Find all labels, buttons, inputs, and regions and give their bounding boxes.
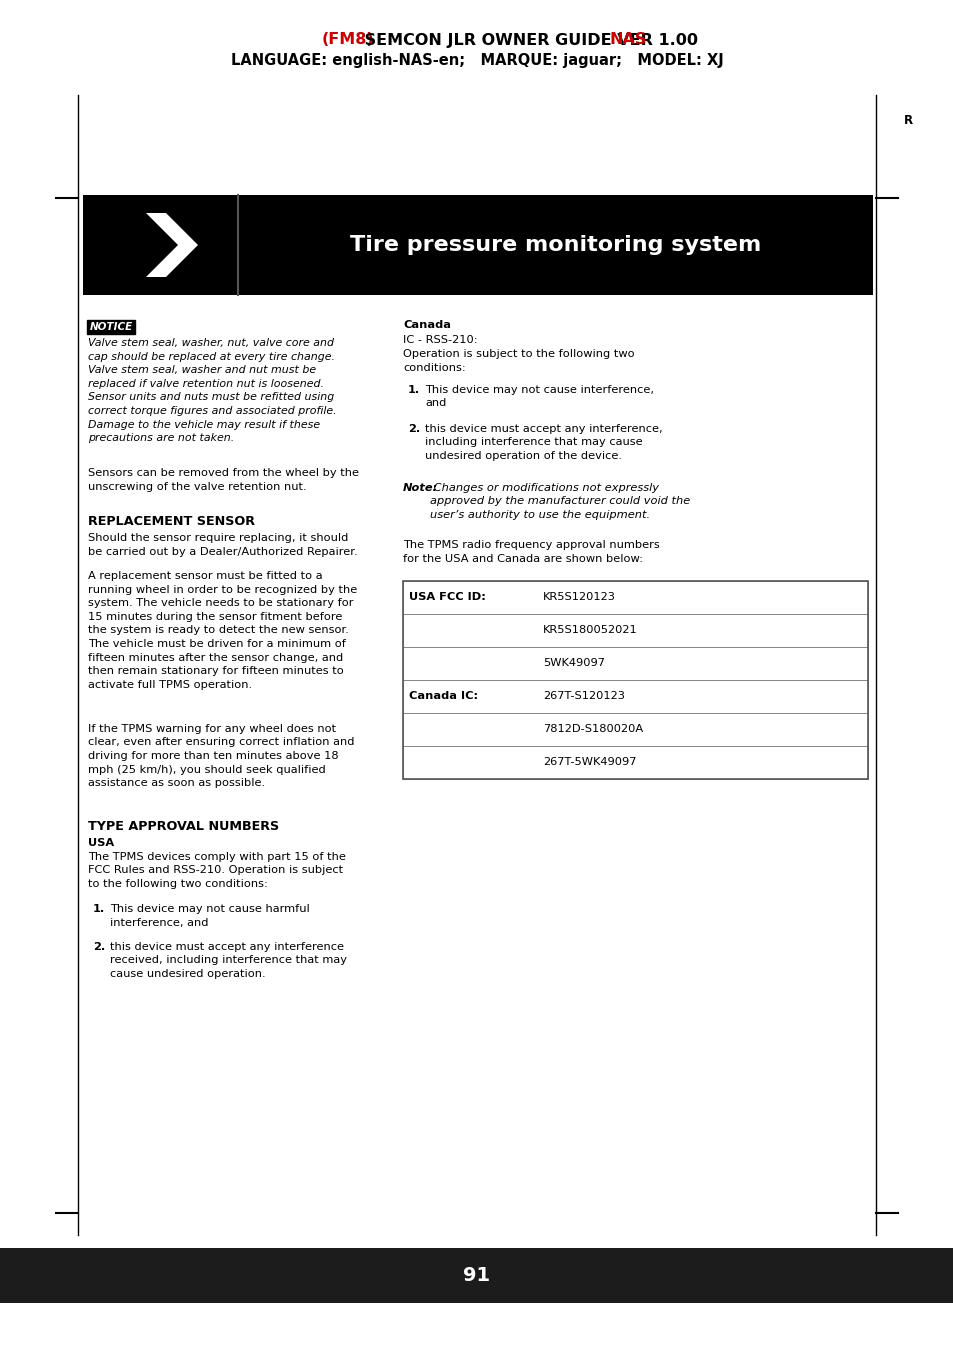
Text: Tire pressure monitoring system: Tire pressure monitoring system bbox=[350, 235, 760, 255]
Text: USA: USA bbox=[88, 838, 114, 848]
Bar bbox=[402, 580, 867, 614]
Bar bbox=[87, 320, 135, 333]
Text: A replacement sensor must be fitted to a
running wheel in order to be recognized: A replacement sensor must be fitted to a… bbox=[88, 571, 356, 690]
Text: This device may not cause harmful
interference, and: This device may not cause harmful interf… bbox=[110, 904, 310, 927]
Text: Canada: Canada bbox=[402, 320, 451, 329]
Bar bbox=[0, 1247, 953, 1303]
Text: If the TPMS warning for any wheel does not
clear, even after ensuring correct in: If the TPMS warning for any wheel does n… bbox=[88, 724, 355, 788]
Text: 1.: 1. bbox=[408, 385, 420, 394]
Bar bbox=[402, 614, 867, 647]
Text: 2.: 2. bbox=[408, 424, 420, 433]
Text: Canada IC:: Canada IC: bbox=[409, 691, 477, 702]
Text: Changes or modifications not expressly
approved by the manufacturer could void t: Changes or modifications not expressly a… bbox=[430, 483, 690, 520]
Text: TYPE APPROVAL NUMBERS: TYPE APPROVAL NUMBERS bbox=[88, 819, 279, 833]
Text: 7812D-S180020A: 7812D-S180020A bbox=[542, 725, 642, 734]
Text: R: R bbox=[903, 113, 912, 127]
Polygon shape bbox=[146, 213, 198, 277]
Text: 267T-S120123: 267T-S120123 bbox=[542, 691, 624, 702]
Text: 5WK49097: 5WK49097 bbox=[542, 659, 604, 668]
Text: IC - RSS-210:: IC - RSS-210: bbox=[402, 335, 477, 346]
Bar bbox=[402, 580, 867, 779]
Text: 2.: 2. bbox=[92, 942, 105, 952]
Text: KR5S180052021: KR5S180052021 bbox=[542, 625, 638, 636]
Text: USA FCC ID:: USA FCC ID: bbox=[409, 593, 485, 602]
Bar bbox=[83, 194, 872, 296]
Text: SEMCON JLR OWNER GUIDE VER 1.00: SEMCON JLR OWNER GUIDE VER 1.00 bbox=[359, 32, 703, 47]
Text: this device must accept any interference
received, including interference that m: this device must accept any interference… bbox=[110, 942, 347, 979]
Bar bbox=[402, 713, 867, 747]
Bar bbox=[402, 680, 867, 713]
Text: LANGUAGE: english-NAS-en;   MARQUE: jaguar;   MODEL: XJ: LANGUAGE: english-NAS-en; MARQUE: jaguar… bbox=[231, 53, 722, 68]
Text: REPLACEMENT SENSOR: REPLACEMENT SENSOR bbox=[88, 516, 254, 528]
Text: NAS: NAS bbox=[609, 32, 647, 47]
Text: 267T-5WK49097: 267T-5WK49097 bbox=[542, 757, 636, 767]
Text: This device may not cause interference,
and: This device may not cause interference, … bbox=[424, 385, 654, 409]
Text: NOTICE: NOTICE bbox=[90, 323, 132, 332]
Text: this device must accept any interference,
including interference that may cause
: this device must accept any interference… bbox=[424, 424, 662, 460]
Bar bbox=[402, 747, 867, 779]
Text: Sensors can be removed from the wheel by the
unscrewing of the valve retention n: Sensors can be removed from the wheel by… bbox=[88, 468, 358, 491]
Text: Should the sensor require replacing, it should
be carried out by a Dealer/Author: Should the sensor require replacing, it … bbox=[88, 533, 357, 558]
Text: The TPMS devices comply with part 15 of the
FCC Rules and RSS-210. Operation is : The TPMS devices comply with part 15 of … bbox=[88, 852, 346, 890]
Text: The TPMS radio frequency approval numbers
for the USA and Canada are shown below: The TPMS radio frequency approval number… bbox=[402, 540, 659, 564]
Bar bbox=[402, 647, 867, 680]
Text: Operation is subject to the following two
conditions:: Operation is subject to the following tw… bbox=[402, 350, 634, 373]
Text: 91: 91 bbox=[463, 1266, 490, 1285]
Text: KR5S120123: KR5S120123 bbox=[542, 593, 616, 602]
Text: Valve stem seal, washer, nut, valve core and
cap should be replaced at every tir: Valve stem seal, washer, nut, valve core… bbox=[88, 338, 336, 443]
Text: 1.: 1. bbox=[92, 904, 105, 914]
Text: (FM8): (FM8) bbox=[321, 32, 374, 47]
Text: Note:: Note: bbox=[402, 483, 437, 493]
